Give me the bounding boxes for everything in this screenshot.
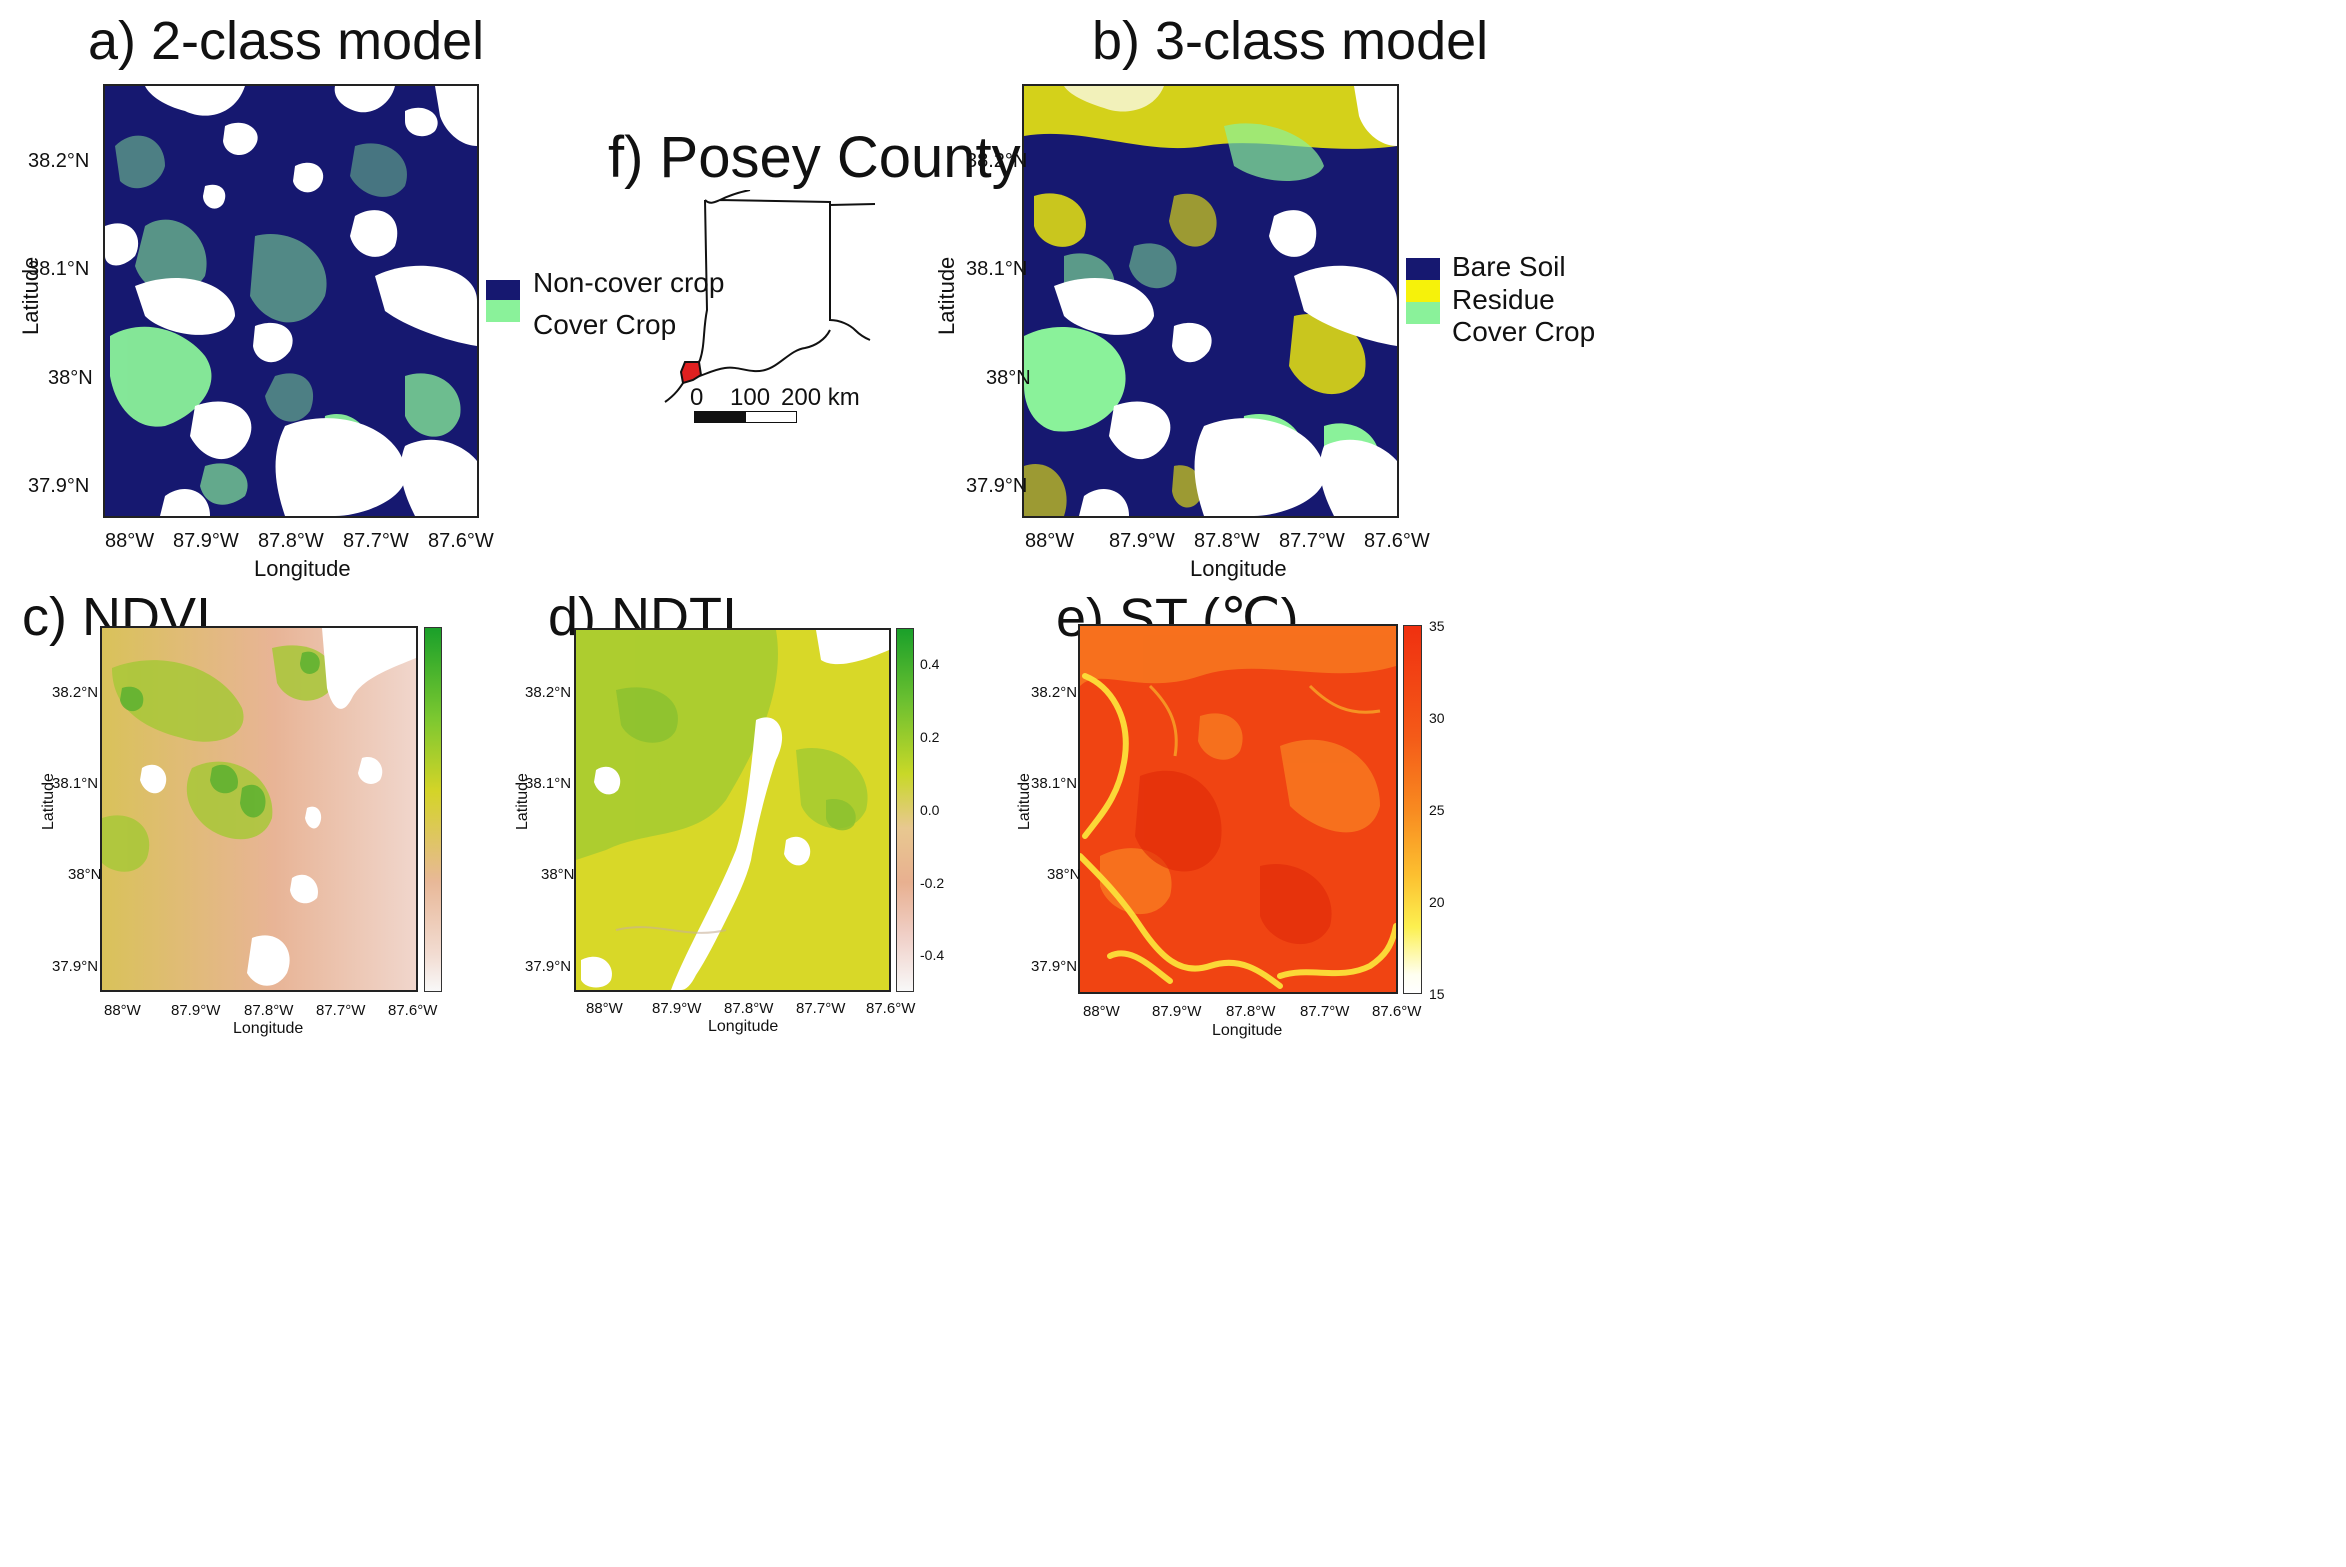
- panel-d-map: [574, 628, 891, 992]
- panel-e-ylabel: Latitude: [1016, 773, 1033, 830]
- lat-tick: 37.9°N: [525, 958, 572, 975]
- lon-tick: 87.8°W: [1226, 1003, 1276, 1020]
- lat-tick: 37.9°N: [52, 958, 99, 975]
- lon-tick: 87.6°W: [866, 1000, 916, 1017]
- legend-swatch-covercrop: [1406, 302, 1440, 324]
- legend-label-covercrop: Cover Crop: [1452, 316, 1596, 347]
- panel-a-map: [103, 84, 479, 518]
- panel-a-title: a) 2-class model: [88, 11, 485, 71]
- panel-d-ndti-raster: [576, 630, 889, 990]
- lon-tick: 87.6°W: [1372, 1003, 1422, 1020]
- legend-swatch-noncover: [486, 280, 520, 300]
- lat-tick: 38°N: [1047, 866, 1081, 883]
- indiana-locator-map: [664, 190, 876, 403]
- lat-tick: 38°N: [68, 866, 102, 883]
- lat-tick: 37.9°N: [28, 475, 90, 497]
- panel-c-ylabel: Latitude: [40, 773, 57, 830]
- lat-tick: 38.2°N: [28, 150, 90, 172]
- lat-tick: 38°N: [541, 866, 575, 883]
- lon-tick: 87.7°W: [316, 1002, 366, 1019]
- colorbar-tick: 0.0: [920, 802, 940, 818]
- scalebar-tick-200: 200 km: [781, 384, 860, 411]
- panel-b-xlabel: Longitude: [1190, 556, 1287, 581]
- lat-tick: 38°N: [986, 367, 1031, 389]
- lat-tick: 38.1°N: [1031, 775, 1078, 792]
- panel-d-colorbar: [896, 628, 914, 992]
- colorbar-tick: 20: [1429, 894, 1445, 910]
- panel-d-ylabel: Latitude: [514, 773, 531, 830]
- lon-tick: 88°W: [1025, 530, 1075, 552]
- panel-b-ylabel: Latitude: [934, 256, 959, 335]
- lon-tick: 88°W: [1083, 1003, 1120, 1020]
- lon-tick: 87.7°W: [1279, 530, 1345, 552]
- panel-b-map: [1022, 84, 1399, 518]
- colorbar-tick: 35: [1429, 618, 1445, 634]
- lon-tick: 87.8°W: [244, 1002, 294, 1019]
- panel-c-colorbar: [424, 627, 442, 992]
- lon-tick: 87.9°W: [173, 530, 239, 552]
- lon-tick: 87.7°W: [1300, 1003, 1350, 1020]
- legend-swatch-cover: [486, 300, 520, 322]
- scalebar-tick-100: 100: [730, 384, 771, 411]
- lon-tick: 87.7°W: [343, 530, 409, 552]
- colorbar-tick: 25: [1429, 802, 1445, 818]
- panel-d-xlabel: Longitude: [708, 1018, 779, 1035]
- panel-e-colorbar: [1403, 625, 1422, 994]
- colorbar-tick: 0.2: [920, 729, 940, 745]
- lat-tick: 38.1°N: [525, 775, 572, 792]
- panel-b-classification: [1024, 86, 1397, 516]
- lon-tick: 88°W: [104, 1002, 141, 1019]
- lon-tick: 87.6°W: [388, 1002, 438, 1019]
- lon-tick: 87.9°W: [1109, 530, 1175, 552]
- panel-f-title: f) Posey County: [608, 125, 1021, 190]
- lon-tick: 87.8°W: [1194, 530, 1260, 552]
- colorbar-tick: 30: [1429, 710, 1445, 726]
- colorbar-tick: 15: [1429, 986, 1445, 1002]
- posey-county-highlight: [679, 361, 703, 385]
- lat-tick: 38.2°N: [525, 684, 572, 701]
- panel-c-map: [100, 626, 418, 992]
- legend-swatch-baresoil: [1406, 258, 1440, 280]
- lat-tick: 38.1°N: [966, 258, 1028, 280]
- panel-a-xlabel: Longitude: [254, 556, 351, 581]
- lon-tick: 87.6°W: [1364, 530, 1430, 552]
- colorbar-tick: -0.4: [920, 947, 945, 963]
- lat-tick: 38.1°N: [28, 258, 90, 280]
- lon-tick: 88°W: [586, 1000, 623, 1017]
- panel-a-ylabel: Latitude: [18, 256, 43, 335]
- lon-tick: 88°W: [105, 530, 155, 552]
- lon-tick: 87.7°W: [796, 1000, 846, 1017]
- lon-tick: 87.9°W: [652, 1000, 702, 1017]
- panel-a-classification: [105, 86, 477, 516]
- colorbar-tick: 0.4: [920, 656, 940, 672]
- legend-label-baresoil: Bare Soil: [1452, 251, 1566, 282]
- panel-b-title: b) 3-class model: [1092, 11, 1489, 71]
- lon-tick: 87.6°W: [428, 530, 494, 552]
- lat-tick: 37.9°N: [966, 475, 1028, 497]
- legend-label-residue: Residue: [1452, 284, 1555, 315]
- panel-e-xlabel: Longitude: [1212, 1022, 1283, 1039]
- panel-c-ndvi-raster: [102, 628, 416, 990]
- lat-tick: 38.2°N: [52, 684, 99, 701]
- legend-label-noncover: Non-cover crop: [533, 267, 725, 298]
- legend-swatch-residue: [1406, 280, 1440, 302]
- colorbar-tick: -0.2: [920, 875, 945, 891]
- scalebar-tick-0: 0: [690, 384, 704, 411]
- lon-tick: 87.8°W: [724, 1000, 774, 1017]
- panel-e-st-raster: [1080, 626, 1396, 992]
- scalebar: [694, 411, 797, 423]
- legend-label-cover: Cover Crop: [533, 309, 677, 340]
- lat-tick: 37.9°N: [1031, 958, 1078, 975]
- lon-tick: 87.9°W: [1152, 1003, 1202, 1020]
- lat-tick: 38.2°N: [1031, 684, 1078, 701]
- lat-tick: 38°N: [48, 367, 93, 389]
- lon-tick: 87.9°W: [171, 1002, 221, 1019]
- lat-tick: 38.2°N: [966, 150, 1028, 172]
- panel-e-map: [1078, 624, 1398, 994]
- lat-tick: 38.1°N: [52, 775, 99, 792]
- lon-tick: 87.8°W: [258, 530, 324, 552]
- panel-c-xlabel: Longitude: [233, 1020, 304, 1037]
